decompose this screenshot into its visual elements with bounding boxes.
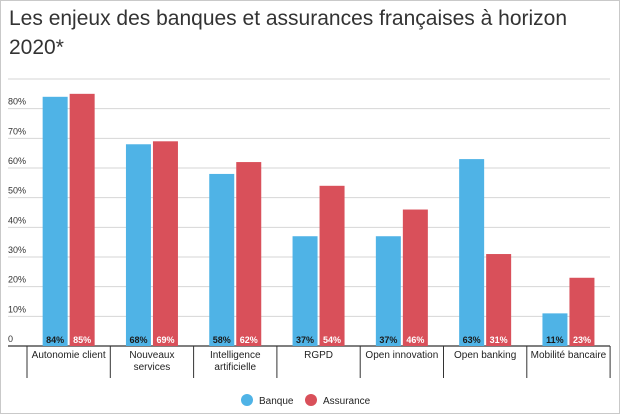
bar-assurance <box>319 185 345 346</box>
y-tick-label: 70% <box>8 126 26 136</box>
data-label: 37% <box>296 335 314 345</box>
bar-banque <box>375 236 401 346</box>
data-label: 68% <box>129 335 147 345</box>
legend-label: Banque <box>259 396 294 407</box>
bar-banque <box>42 96 68 346</box>
category-label: Intelligence <box>210 350 261 361</box>
chart-title: Les enjeux des banques et assurances fra… <box>9 7 568 59</box>
bar-assurance <box>236 162 262 346</box>
category-label: Mobilité bancaire <box>531 350 607 361</box>
y-tick-label: 40% <box>8 215 26 225</box>
legend-label: Assurance <box>323 396 371 407</box>
category-label: Open banking <box>454 350 516 361</box>
legend-swatch-assurance <box>305 394 317 406</box>
legend: Banque Assurance <box>241 394 371 407</box>
bar-assurance <box>486 254 512 346</box>
data-label: 31% <box>490 335 508 345</box>
legend-swatch-banque <box>241 394 253 406</box>
data-label: 46% <box>406 335 424 345</box>
data-labels: 84% 85% 68% 69% 58% 62% 37% 54% 37% 46% 63% 31% 11% 2… <box>46 335 591 345</box>
bar-assurance <box>569 277 595 346</box>
data-label: 63% <box>463 335 481 345</box>
data-label: 23% <box>573 335 591 345</box>
y-tick-label: 60% <box>8 156 26 166</box>
category-label: Autonomie client <box>32 350 106 361</box>
y-tick-label: 80% <box>8 97 26 107</box>
bar-assurance <box>69 93 95 346</box>
bar-assurance <box>402 209 428 346</box>
bar-banque <box>209 173 235 346</box>
category-label: RGPD <box>304 350 333 361</box>
data-label: 69% <box>156 335 174 345</box>
y-tick-label: 0 <box>8 334 13 344</box>
category-label: services <box>134 362 171 373</box>
y-tick-label: 30% <box>8 245 26 255</box>
y-tick-label: 20% <box>8 275 26 285</box>
bar-banque <box>459 159 485 346</box>
bar-banque <box>542 313 568 346</box>
data-label: 84% <box>46 335 64 345</box>
data-label: 62% <box>240 335 258 345</box>
data-label: 85% <box>73 335 91 345</box>
data-label: 54% <box>323 335 341 345</box>
y-tick-label: 50% <box>8 186 26 196</box>
bars <box>42 93 595 346</box>
y-axis-tick-labels: 0 10% 20% 30% 40% 50% 60% 70% 80% <box>8 97 26 344</box>
data-label: 58% <box>213 335 231 345</box>
category-label: Nouveaux <box>129 350 174 361</box>
category-label: artificielle <box>214 362 256 373</box>
data-label: 37% <box>379 335 397 345</box>
category-label: Open innovation <box>365 350 438 361</box>
data-label: 11% <box>546 335 564 345</box>
bar-banque <box>125 144 151 346</box>
y-tick-label: 10% <box>8 304 26 314</box>
bar-assurance <box>152 141 178 346</box>
bar-banque <box>292 236 318 346</box>
